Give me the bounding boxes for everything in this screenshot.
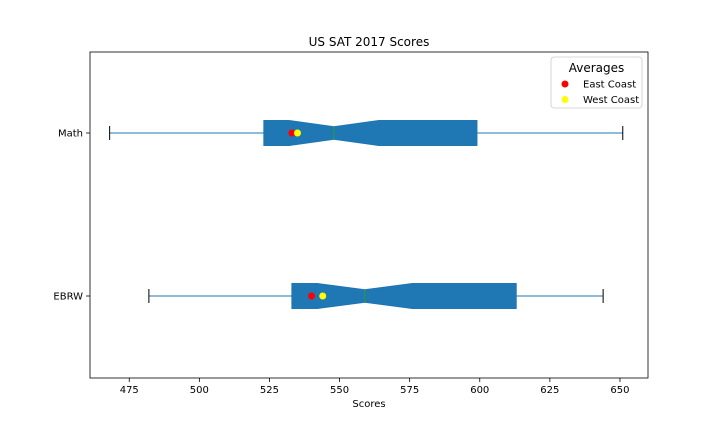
x-tick-label: 650	[610, 385, 629, 396]
legend-marker-west-coast	[561, 96, 569, 103]
x-tick-label: 525	[260, 385, 279, 396]
x-tick-label: 575	[400, 385, 419, 396]
legend: Averages East Coast West Coast	[550, 56, 643, 109]
avg-point-east-coast-math	[288, 129, 296, 137]
x-tick-label: 625	[540, 385, 559, 396]
x-axis: 475 500 525 550 575 600 625 650	[120, 378, 630, 396]
avg-point-east-coast-ebrw	[308, 292, 316, 300]
x-tick-label: 600	[470, 385, 489, 396]
x-axis-label: Scores	[352, 399, 385, 410]
notched-box-ebrw	[291, 283, 517, 309]
chart-title: US SAT 2017 Scores	[309, 35, 430, 49]
plot-frame	[89, 51, 649, 379]
plot-content	[109, 120, 624, 309]
legend-marker-east-coast	[561, 80, 569, 88]
box-math	[109, 120, 624, 146]
legend-title: Averages	[569, 61, 625, 75]
legend-label-west-coast: West Coast	[583, 95, 639, 106]
y-tick-label-math: Math	[58, 129, 83, 140]
legend-label-east-coast: East Coast	[583, 80, 636, 91]
legend-frame	[550, 56, 643, 109]
x-tick-label: 475	[120, 385, 139, 396]
y-tick-label-ebrw: EBRW	[53, 292, 83, 303]
x-tick-label: 550	[330, 385, 349, 396]
x-tick-label: 500	[190, 385, 209, 396]
legend-entries: East Coast West Coast	[561, 80, 639, 106]
points-east-coast	[288, 129, 316, 300]
box-ebrw	[148, 283, 604, 309]
notched-box-math	[263, 120, 478, 146]
avg-point-west-coast-math	[293, 129, 301, 137]
avg-point-west-coast-ebrw	[319, 292, 327, 300]
points-west-coast	[293, 129, 327, 300]
y-axis: EBRW Math	[53, 129, 90, 303]
